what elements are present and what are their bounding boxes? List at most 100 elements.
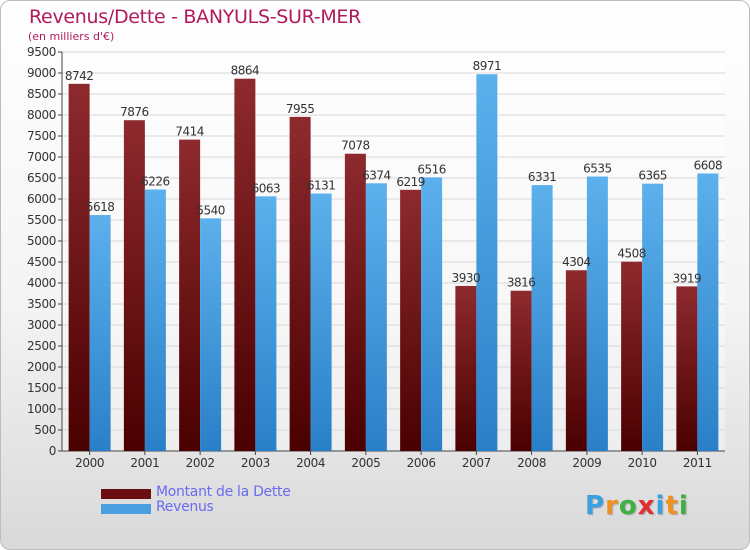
- data-label-revenus: 6365: [638, 169, 667, 183]
- y-tick-label: 9000: [27, 66, 56, 80]
- bar-dette: [123, 120, 145, 451]
- bar-revenus: [89, 215, 111, 451]
- y-tick-label: 3500: [27, 297, 56, 311]
- y-tick-label: 4000: [27, 276, 56, 290]
- x-tick-label: 2001: [130, 456, 159, 470]
- y-tick-label: 1000: [27, 402, 56, 416]
- y-tick-label: 8500: [27, 87, 56, 101]
- logo-letter: x: [637, 491, 656, 521]
- y-tick-label: 6000: [27, 192, 56, 206]
- x-tick-label: 2003: [241, 456, 270, 470]
- data-label-dette: 8742: [65, 69, 94, 83]
- bar-revenus: [586, 176, 608, 451]
- y-tick-label: 3000: [27, 318, 56, 332]
- data-label-revenus: 6535: [583, 162, 612, 176]
- y-tick-label: 9500: [27, 45, 56, 59]
- bar-dette: [676, 286, 698, 451]
- legend-swatch-dette: [101, 489, 151, 499]
- bar-dette: [565, 270, 587, 451]
- data-label-dette: 7955: [286, 102, 315, 116]
- data-label-revenus: 6331: [528, 170, 557, 184]
- legend-label-revenus: Revenus: [156, 499, 214, 515]
- data-label-dette: 4508: [617, 247, 646, 261]
- bar-revenus: [144, 189, 166, 451]
- bar-dette: [289, 116, 311, 451]
- bars: [68, 74, 719, 452]
- data-label-revenus: 6063: [252, 181, 281, 195]
- data-label-dette: 6219: [396, 175, 425, 189]
- bar-revenus: [697, 173, 719, 452]
- logo-letter: P: [585, 491, 606, 521]
- y-tick-label: 4500: [27, 255, 56, 269]
- bar-revenus: [200, 218, 222, 451]
- data-label-revenus: 5618: [86, 200, 115, 214]
- y-tick-label: 5500: [27, 213, 56, 227]
- data-label-revenus: 8971: [473, 59, 502, 73]
- x-tick-label: 2010: [628, 456, 657, 470]
- y-tick-label: 7500: [27, 129, 56, 143]
- data-label-revenus: 6374: [362, 168, 391, 182]
- y-tick-label: 7000: [27, 150, 56, 164]
- bar-revenus: [421, 177, 443, 451]
- bar-revenus: [310, 193, 332, 452]
- data-label-revenus: 6131: [307, 178, 336, 192]
- logo-letter: r: [605, 491, 619, 521]
- data-label-dette: 3930: [452, 271, 481, 285]
- proxiti-logo: Proxiti: [585, 491, 689, 521]
- data-label-dette: 7414: [175, 125, 204, 139]
- bar-dette: [234, 78, 256, 451]
- data-label-dette: 7876: [120, 105, 149, 119]
- y-tick-label: 5000: [27, 234, 56, 248]
- y-tick-label: 2000: [27, 360, 56, 374]
- x-tick-label: 2009: [572, 456, 601, 470]
- bar-dette: [455, 285, 477, 451]
- bar-revenus: [476, 74, 498, 451]
- bar-revenus: [531, 185, 553, 451]
- data-label-dette: 8864: [231, 64, 260, 78]
- logo-letter: i: [678, 491, 689, 521]
- logo-letter: t: [665, 491, 679, 521]
- x-tick-label: 2007: [462, 456, 491, 470]
- legend-swatch-revenus: [101, 504, 151, 514]
- bar-revenus: [365, 183, 387, 452]
- gridlines: [62, 51, 725, 452]
- y-tick-label: 500: [34, 423, 56, 437]
- x-tick-label: 2008: [517, 456, 546, 470]
- plot-area: [62, 52, 725, 451]
- bar-dette: [179, 139, 201, 451]
- legend-label-dette: Montant de la Dette: [156, 484, 291, 500]
- data-label-dette: 3919: [673, 271, 702, 285]
- bar-chart: 0 500 1000 1500 2000 2500 3000 3500 4000 4500 5000…: [27, 45, 725, 470]
- data-label-dette: 7078: [341, 139, 370, 153]
- chart-subtitle: (en milliers d'€): [28, 30, 115, 43]
- data-label-revenus: 6608: [694, 158, 723, 172]
- y-tick-label: 0: [49, 444, 56, 458]
- data-label-dette: 4304: [562, 255, 591, 269]
- x-tick-label: 2011: [683, 456, 712, 470]
- y-tick-label: 1500: [27, 381, 56, 395]
- bar-dette: [68, 83, 90, 451]
- data-label-dette: 3816: [507, 276, 536, 290]
- y-tick-label: 8000: [27, 108, 56, 122]
- data-label-revenus: 5540: [196, 203, 225, 217]
- axes: 0 500 1000 1500 2000 2500 3000 3500 4000 4500 5000…: [27, 45, 725, 470]
- bar-revenus: [255, 196, 277, 451]
- logo-letter: i: [655, 491, 666, 521]
- chart-title: Revenus/Dette - BANYULS-SUR-MER: [29, 6, 362, 28]
- bar-dette: [400, 189, 422, 451]
- data-label-revenus: 6226: [141, 175, 170, 189]
- x-tick-label: 2004: [296, 456, 325, 470]
- y-tick-label: 2500: [27, 339, 56, 353]
- bar-dette: [510, 290, 532, 451]
- y-tick-label: 6500: [27, 171, 56, 185]
- bar-dette: [621, 261, 643, 451]
- x-tick-label: 2005: [351, 456, 380, 470]
- x-tick-label: 2006: [407, 456, 436, 470]
- bar-revenus: [642, 183, 664, 452]
- data-labels: 8742 5618 7876 6226 7414 5540 8864 6063 7955 6131…: [65, 59, 723, 290]
- data-label-revenus: 6516: [417, 162, 446, 176]
- bar-dette: [344, 153, 366, 451]
- x-tick-label: 2000: [75, 456, 104, 470]
- x-tick-label: 2002: [186, 456, 215, 470]
